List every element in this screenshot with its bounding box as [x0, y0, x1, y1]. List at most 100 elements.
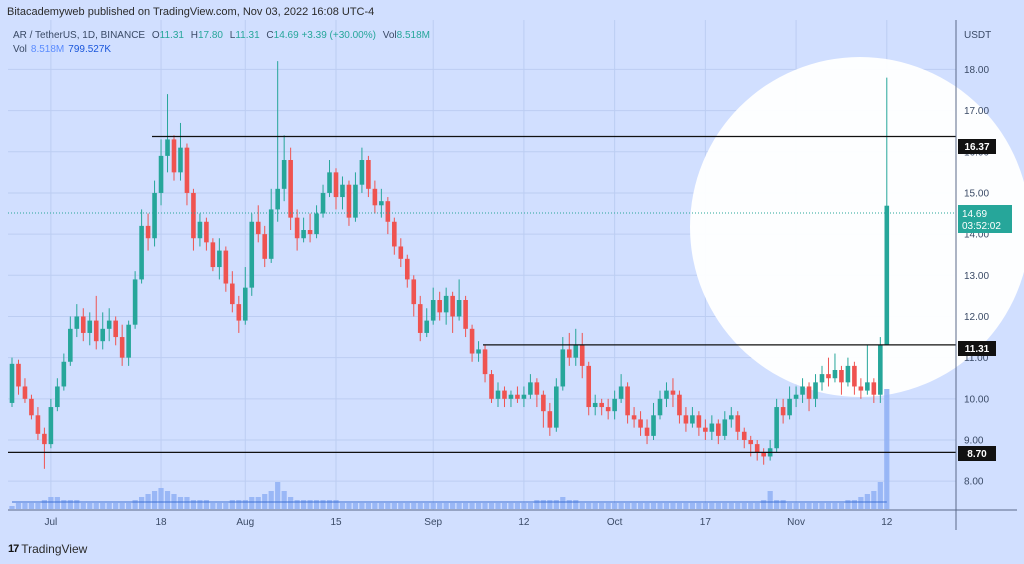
- candle: [255, 205, 261, 243]
- candle-body: [314, 213, 319, 235]
- candle-body: [703, 427, 708, 432]
- low-label: L: [229, 30, 236, 41]
- candle-body: [42, 433, 47, 445]
- volume-bar: [67, 500, 73, 509]
- volume-bar: [346, 503, 352, 509]
- volume-bar: [715, 503, 721, 509]
- candle-body: [664, 390, 669, 399]
- candle: [683, 407, 689, 432]
- candle-body: [392, 221, 397, 247]
- candle: [722, 411, 728, 440]
- candle: [333, 168, 339, 210]
- volume-bar: [139, 497, 145, 509]
- tradingview-branding[interactable]: 17 TradingView: [8, 542, 87, 556]
- candle: [450, 291, 455, 333]
- volume-bar: [534, 500, 540, 509]
- candle: [709, 415, 715, 440]
- volume-bar: [825, 503, 832, 509]
- candle: [158, 139, 164, 206]
- volume-bar: [521, 503, 527, 509]
- volume-bar: [735, 503, 741, 509]
- time-tick-label: 12: [518, 517, 530, 528]
- candle: [132, 271, 138, 329]
- candle: [495, 382, 501, 408]
- candle-body: [826, 374, 831, 379]
- volume-bar: [599, 503, 605, 509]
- candle-body: [301, 230, 306, 239]
- candle-body: [68, 328, 73, 362]
- volume-bar: [663, 503, 670, 509]
- candle-body: [761, 452, 766, 457]
- volume-bar: [683, 503, 689, 509]
- candle-body: [404, 258, 410, 280]
- volume-bar: [754, 503, 760, 509]
- brand-text: TradingView: [21, 542, 88, 556]
- candle: [638, 411, 643, 436]
- candle: [281, 135, 287, 202]
- candle-body: [93, 320, 99, 342]
- candle: [528, 374, 533, 399]
- price-axis[interactable]: 8.00 9.00 10.00 11.00 12.00 13.00 14.00 15.00 16…: [964, 65, 989, 488]
- candle-body: [197, 221, 203, 239]
- candle: [288, 147, 293, 230]
- candle: [275, 61, 280, 222]
- volume-bar: [657, 503, 663, 509]
- volume-bar: [378, 503, 384, 509]
- candle-body: [547, 411, 553, 428]
- price-tick-label: 13.00: [964, 271, 989, 282]
- candle-body: [521, 394, 527, 399]
- close-label: C: [266, 30, 274, 41]
- candle-body: [55, 386, 60, 408]
- candle: [346, 180, 352, 226]
- candle: [566, 332, 572, 366]
- candle-body: [320, 192, 326, 214]
- candle: [119, 324, 125, 366]
- volume-bar: [488, 503, 495, 509]
- volume-bar: [761, 500, 767, 509]
- candle-body: [74, 316, 80, 329]
- candle-body: [696, 415, 702, 428]
- candle-body: [262, 234, 268, 259]
- volume-bar: [618, 503, 624, 509]
- volume-bar: [313, 500, 320, 509]
- volume-bar: [93, 503, 99, 509]
- symbol-name[interactable]: AR / TetherUS, 1D, BINANCE: [13, 30, 146, 41]
- volume-bar: [838, 503, 845, 509]
- candle: [819, 365, 825, 391]
- candle-body: [728, 415, 734, 420]
- candle-body: [437, 300, 442, 313]
- symbol-legend[interactable]: AR / TetherUS, 1D, BINANCE O11.31 H17.80…: [13, 30, 430, 41]
- candle: [197, 213, 203, 247]
- candle: [703, 419, 708, 440]
- volume-bar: [294, 500, 300, 509]
- time-axis[interactable]: Jul 18 Aug 15 Sep 12 Oct 17 Nov 12: [44, 517, 892, 528]
- volume-bar: [676, 503, 683, 509]
- candle: [839, 365, 844, 395]
- candle-body: [217, 250, 222, 268]
- candle-body: [566, 349, 572, 358]
- candle: [599, 398, 604, 416]
- volume-bar: [119, 503, 125, 509]
- volume-bar: [722, 503, 728, 509]
- time-tick-label: Jul: [44, 517, 57, 528]
- candle-body: [417, 304, 423, 333]
- volume-bar: [806, 503, 812, 509]
- candle: [210, 238, 216, 272]
- candle-body: [735, 415, 741, 432]
- candle-body: [508, 394, 514, 399]
- candle-body: [236, 304, 242, 321]
- candle-body: [852, 365, 857, 387]
- candle: [813, 374, 818, 408]
- price-tag-support-mid: 11.31: [958, 341, 996, 356]
- candle-body: [35, 415, 41, 434]
- candle: [178, 122, 183, 181]
- candle: [871, 378, 877, 403]
- candle: [301, 217, 306, 243]
- volume-legend[interactable]: Vol 8.518M 799.527K: [13, 44, 111, 55]
- candle: [625, 382, 630, 424]
- candle: [236, 295, 242, 333]
- candle: [35, 407, 41, 440]
- volume-bar: [339, 503, 346, 509]
- candle-body: [683, 415, 689, 424]
